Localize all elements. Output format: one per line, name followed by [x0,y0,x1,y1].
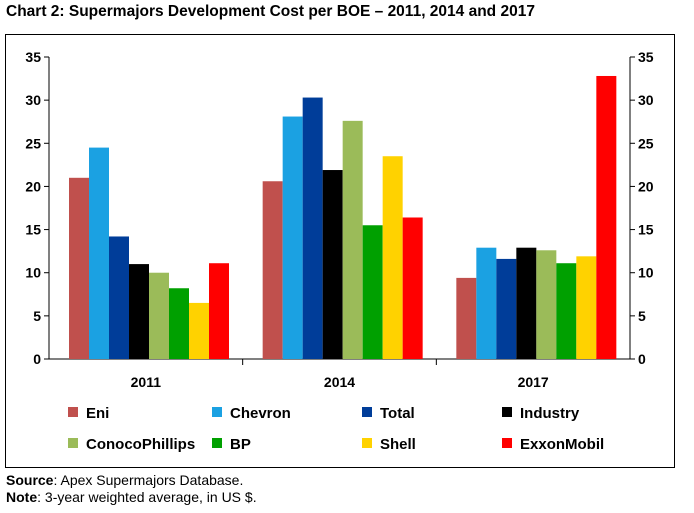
bar-industry-2017 [516,247,537,359]
legend-label-industry: Industry [520,405,580,422]
bar-chevron-2014 [282,116,303,359]
y-tick-label-right: 10 [638,265,654,281]
x-category-label: 2017 [518,374,549,390]
y-tick-label-left: 15 [25,222,41,238]
legend-swatch-total [362,407,372,417]
bar-eni-2014 [262,181,283,359]
note-text: : 3-year weighted average, in US $. [37,489,257,505]
bar-conocophillips-2011 [149,272,169,359]
y-tick-label-right: 20 [638,178,654,194]
y-tick-label-left: 30 [25,92,41,108]
note-label: Note [6,489,38,505]
y-tick-label-right: 25 [638,135,654,151]
legend-swatch-chevron [212,407,222,417]
y-tick-label-right: 5 [638,308,646,324]
legend-label-total: Total [380,405,415,422]
x-category-label: 2014 [324,374,355,390]
legend-label-conocophillips: ConocoPhillips [86,436,195,453]
y-tick-label-right: 15 [638,222,654,238]
bar-bp-2011 [169,288,189,359]
bar-conocophillips-2017 [536,250,557,359]
chart-footer: Source: Apex Supermajors Database. Note:… [6,472,257,506]
bar-industry-2011 [129,264,149,359]
bar-exxonmobil-2014 [402,217,423,359]
y-tick-label-left: 0 [33,351,41,367]
bar-shell-2011 [189,302,209,359]
y-tick-label-right: 30 [638,92,654,108]
bar-total-2011 [109,236,129,359]
bar-bp-2017 [556,263,577,359]
bar-chevron-2011 [89,147,109,359]
bar-shell-2017 [576,256,597,359]
bar-exxonmobil-2011 [209,263,229,359]
bar-bp-2014 [362,225,383,359]
bar-total-2014 [302,97,323,359]
legend-swatch-exxonmobil [502,438,512,448]
legend-label-exxonmobil: ExxonMobil [520,436,604,453]
y-tick-label-right: 0 [638,351,646,367]
y-tick-label-left: 20 [25,178,41,194]
legend-swatch-industry [502,407,512,417]
note-line: Note: 3-year weighted average, in US $. [6,489,257,506]
legend-swatch-conocophillips [68,438,78,448]
bar-total-2017 [496,258,517,359]
y-tick-label-left: 35 [25,49,41,65]
bar-exxonmobil-2017 [596,75,617,360]
legend-label-shell: Shell [380,436,416,453]
bar-industry-2014 [322,170,343,359]
legend-swatch-eni [68,407,78,417]
bar-chart: 0 0 5 5 10 10 15 15 20 20 25 25 30 30 35 35 2011 2014 2017… [25,49,654,453]
legend-swatch-bp [212,438,222,448]
bar-chevron-2017 [476,247,497,359]
legend-label-bp: BP [230,436,251,453]
bar-shell-2014 [382,156,403,359]
legend-label-eni: Eni [86,405,109,422]
bar-conocophillips-2014 [342,120,363,359]
source-text: : Apex Supermajors Database. [53,472,244,488]
source-label: Source [6,472,54,488]
chart-title: Chart 2: Supermajors Development Cost pe… [6,3,535,20]
source-line: Source: Apex Supermajors Database. [6,472,257,489]
legend-swatch-shell [362,438,372,448]
x-category-label: 2011 [131,374,162,390]
bar-eni-2011 [69,177,89,359]
y-tick-label-left: 10 [25,265,41,281]
legend-label-chevron: Chevron [230,405,291,422]
y-tick-label-left: 25 [25,135,41,151]
chart-frame: 0 0 5 5 10 10 15 15 20 20 25 25 30 30 35 35 2011 2014 2017… [5,34,675,468]
bar-eni-2017 [456,277,477,359]
y-tick-label-right: 35 [638,49,654,65]
y-tick-label-left: 5 [33,308,41,324]
